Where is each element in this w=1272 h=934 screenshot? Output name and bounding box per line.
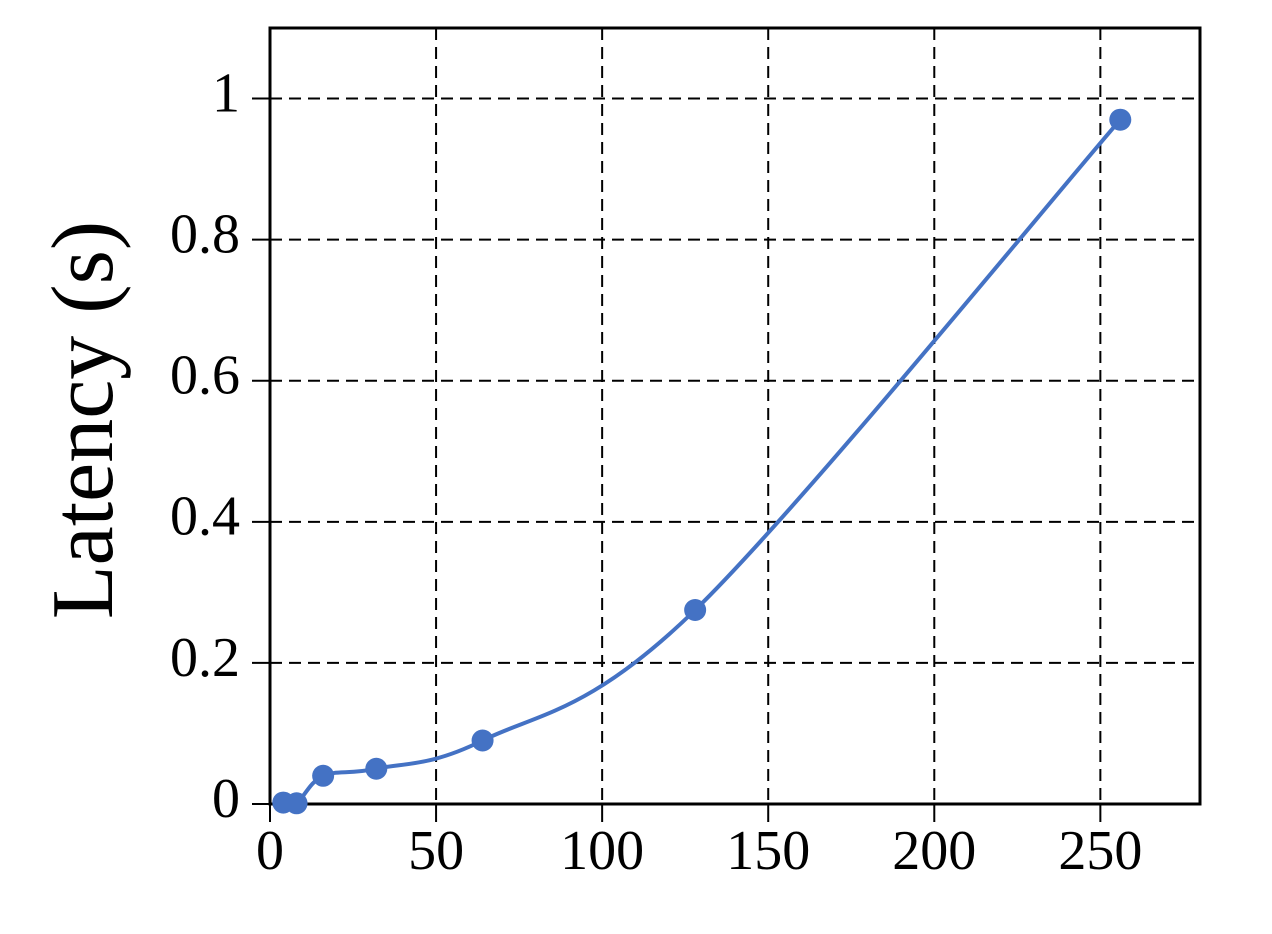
data-point xyxy=(1109,108,1132,131)
x-tick-label: 50 xyxy=(408,820,464,882)
x-tick-label: 200 xyxy=(892,820,976,882)
data-point xyxy=(365,757,388,780)
data-point xyxy=(471,729,494,752)
x-tick-label: 250 xyxy=(1058,820,1142,882)
y-tick-label: 0.8 xyxy=(170,203,240,265)
data-point xyxy=(312,764,335,787)
plot-frame xyxy=(268,26,1202,806)
line-series xyxy=(282,118,1122,808)
y-tick-label: 0.2 xyxy=(170,627,240,689)
y-axis-label: Latency (s) xyxy=(35,221,132,619)
x-tick-label: 0 xyxy=(256,820,284,882)
y-tick-label: 0.4 xyxy=(170,486,240,548)
x-tick-label: 150 xyxy=(726,820,810,882)
data-point xyxy=(285,792,308,815)
y-tick-label: 1 xyxy=(212,62,240,124)
y-tick-label: 0 xyxy=(212,768,240,830)
data-point xyxy=(684,599,707,621)
x-tick-label: 100 xyxy=(560,820,644,882)
y-tick-label: 0.6 xyxy=(170,345,240,407)
